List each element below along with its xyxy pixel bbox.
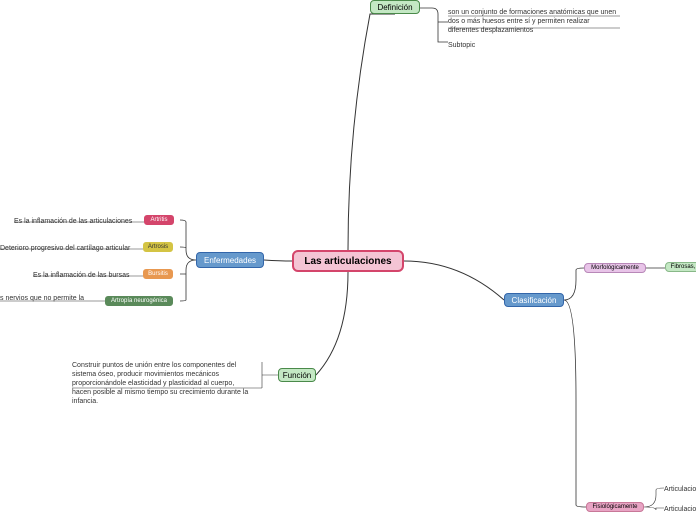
definicion-subtopic: Subtopic [448, 41, 475, 50]
articulacion-text-2: Articulacion [664, 505, 696, 514]
enfermedad-desc-2: Es la inflamación de las bursas [33, 271, 130, 280]
definicion-node[interactable]: Definición [370, 0, 420, 14]
enfermedad-desc-0: Es la inflamación de las articulaciones [14, 217, 132, 226]
fibrosas-node[interactable]: Fibrosas, [665, 262, 696, 272]
enfermedad-item-0[interactable]: Artritis [144, 215, 174, 225]
enfermedad-item-2[interactable]: Bursitis [143, 269, 173, 279]
funcion-node[interactable]: Función [278, 368, 316, 382]
enfermedades-node[interactable]: Enfermedades [196, 252, 264, 268]
articulacion-text-1: Articulacion [664, 485, 696, 494]
clasificacion-node[interactable]: Clasificación [504, 293, 564, 307]
fisiologicamente-node[interactable]: Fisiológicamente [586, 502, 644, 512]
funcion-text: Construir puntos de unión entre los comp… [72, 361, 252, 406]
central-node[interactable]: Las articulaciones [292, 250, 404, 272]
enfermedad-desc-1: Deterioro progresivo del cartílago artic… [0, 244, 130, 253]
enfermedad-desc-3: s nervios que no permite la [0, 294, 84, 303]
enfermedad-item-3[interactable]: Artropía neurogénica [105, 296, 173, 306]
morfologicamente-node[interactable]: Morfológicamente [584, 263, 646, 273]
definicion-text: son un conjunto de formaciones anatómica… [448, 8, 618, 35]
enfermedad-item-1[interactable]: Artrosis [143, 242, 173, 252]
